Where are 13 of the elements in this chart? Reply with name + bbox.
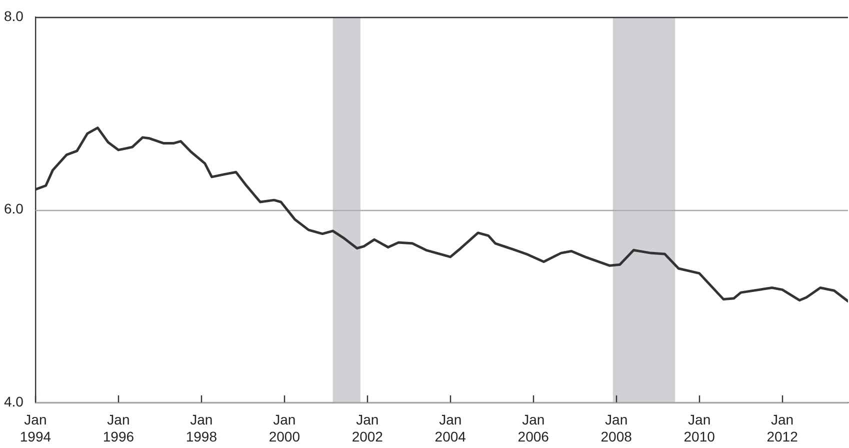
x-tick-label: Jan 2008	[600, 412, 632, 444]
y-tick-label: 8.0	[4, 8, 24, 24]
x-tick-label: Jan 2012	[766, 412, 798, 444]
y-tick-label: 4.0	[4, 393, 24, 410]
x-tick-label: Jan 1996	[102, 412, 134, 444]
x-tick-label: Jan 2004	[434, 412, 466, 444]
y-tick-label: 6.0	[4, 200, 24, 217]
x-tick-label: Jan 1998	[186, 412, 218, 444]
x-tick-label: Jan 2010	[684, 412, 716, 444]
x-tick-label: Jan 2006	[518, 412, 550, 444]
x-tick-label: Jan 1994	[20, 412, 52, 444]
x-tick-label: Jan 2002	[352, 412, 384, 444]
x-tick-label: Jan 2000	[268, 412, 300, 444]
